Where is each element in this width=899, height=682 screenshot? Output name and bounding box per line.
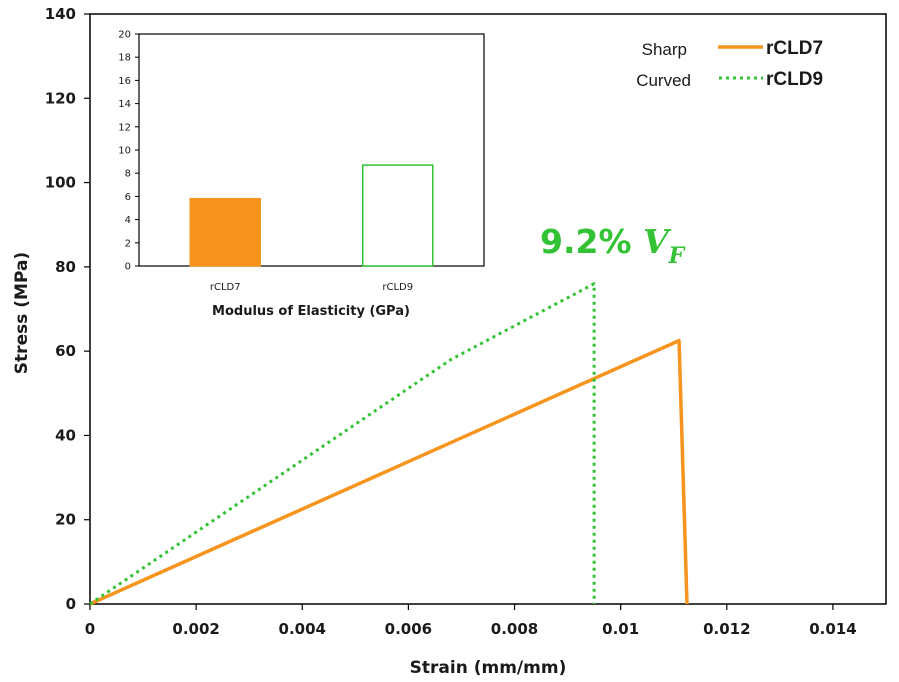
y-tick-label: 60 — [55, 342, 76, 360]
inset-y-tick-label: 0 — [125, 262, 131, 273]
inset-y-tick-label: 10 — [118, 146, 131, 157]
x-tick-label: 0.014 — [809, 620, 856, 638]
main-axis-ticks: 0 0.002 0.004 0.006 0.008 0.01 0.012 0.01402040… — [45, 5, 857, 638]
inset-bar-rcld9 — [362, 164, 434, 267]
y-tick-label: 80 — [55, 258, 76, 276]
y-tick-label: 140 — [45, 5, 76, 23]
x-tick-label: 0.004 — [279, 620, 326, 638]
y-tick-label: 120 — [45, 89, 76, 107]
legend-label-rcld7: rCLD7 — [766, 38, 823, 59]
x-tick-label: 0 — [85, 620, 95, 638]
inset-y-tick-label: 2 — [125, 238, 131, 249]
legend-label-rcld9: rCLD9 — [766, 69, 823, 90]
inset-bar-rcld7 — [189, 197, 261, 267]
series-line-rcld7 — [89, 338, 689, 606]
inset-y-tick-label: 8 — [125, 169, 131, 180]
inset-y-tick-label: 16 — [118, 76, 131, 87]
annotation-subscript: F — [668, 243, 686, 269]
x-tick-label: 0.008 — [491, 620, 538, 638]
inset-y-tick-label: 18 — [118, 53, 131, 64]
inset-y-tick-label: 4 — [125, 215, 131, 226]
y-tick-label: 20 — [55, 511, 76, 529]
main-series-group — [89, 282, 689, 606]
legend-desc-sharp: Sharp — [642, 40, 687, 59]
y-axis-title: Stress (MPa) — [12, 252, 32, 374]
inset-y-tick-label: 6 — [125, 192, 131, 203]
annotation-value: 9.2% — [540, 222, 643, 261]
x-tick-label: 0.012 — [703, 620, 750, 638]
inset-y-tick-label: 20 — [118, 30, 131, 41]
main-plot-frame — [89, 13, 887, 605]
x-tick-label: 0.002 — [172, 620, 219, 638]
inset-category-label: rCLD9 — [382, 282, 413, 293]
legend-desc-curved: Curved — [636, 71, 691, 90]
y-tick-label: 40 — [55, 426, 76, 444]
volume-fraction-annotation: 9.2% VF — [540, 222, 686, 269]
annotation-symbol: V — [643, 222, 672, 261]
inset-y-tick-label: 14 — [118, 99, 131, 110]
y-tick-label: 100 — [45, 174, 76, 192]
x-tick-label: 0.006 — [385, 620, 432, 638]
inset-y-tick-label: 12 — [118, 122, 131, 133]
x-axis-title: Strain (mm/mm) — [410, 658, 567, 678]
inset-bar-chart: 0 2 4 6 8 10 12 14 16 18 20 rCLD7 rCLD9 Modulus of … — [118, 30, 485, 319]
x-tick-label: 0.01 — [602, 620, 639, 638]
inset-x-axis-title: Modulus of Elasticity (GPa) — [212, 304, 410, 319]
inset-axis-ticks: 0 2 4 6 8 10 12 14 16 18 20 — [118, 30, 139, 273]
legend: Sharp rCLD7 Curved rCLD9 — [636, 38, 823, 90]
y-tick-label: 0 — [66, 595, 76, 613]
inset-category-label: rCLD7 — [210, 282, 241, 293]
inset-bars-group: rCLD7 rCLD9 — [189, 164, 434, 293]
series-line-rcld9 — [89, 282, 596, 606]
